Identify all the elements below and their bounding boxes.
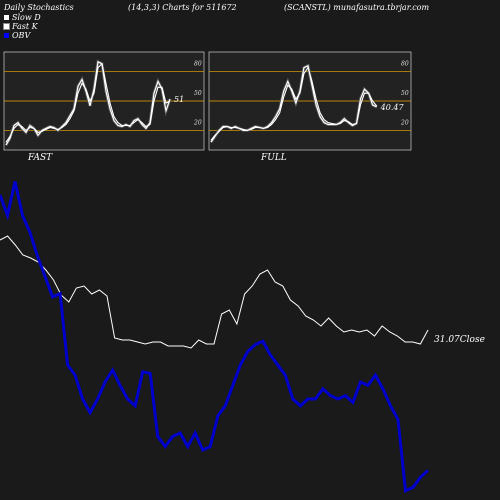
panel-full-title: FULL (260, 153, 287, 163)
legend-item-slow-d: Slow D (4, 13, 41, 22)
chart-header-right: (SCANSTL) munafasutra.tbrjar.com (284, 3, 430, 12)
panel-full-tick-label: 20 (400, 119, 409, 126)
legend-swatch-slow-d (4, 15, 9, 20)
close-value-label: 31.07Close (434, 335, 485, 345)
panel-fast-title: FAST (27, 153, 53, 163)
panel-fast-tick-label: 80 (194, 61, 202, 68)
legend-swatch-obv (4, 33, 9, 38)
chart-header-center: (14,3,3) Charts for 511672 (128, 3, 237, 12)
panel-full-tick-label: 50 (401, 90, 409, 97)
panel-fast-tick-label: 50 (194, 90, 202, 97)
panel-fast-last-value-label: 51 (174, 95, 184, 104)
panel-fast-series-1 (5, 63, 171, 143)
chart-header-left: Daily Stochastics (4, 3, 74, 12)
panel-full-last-value-label: 40.47 (380, 103, 405, 112)
panel-full-series-1 (210, 66, 378, 141)
legend-label-slow-d: Slow D (12, 13, 41, 22)
panel-full-tick-label: 80 (401, 61, 409, 68)
panel-fast-tick-label: 20 (193, 119, 202, 126)
legend-item-fast-k: Fast K (3, 22, 41, 31)
legend-swatch-fast-k (3, 23, 10, 30)
price-line (0, 235, 429, 349)
legend-label-obv: OBV (12, 31, 31, 40)
chart-legend: Slow D Fast K OBV (3, 13, 41, 40)
obv-line (0, 181, 430, 494)
legend-label-fast-k: Fast K (12, 22, 38, 31)
legend-item-obv: OBV (4, 31, 41, 40)
